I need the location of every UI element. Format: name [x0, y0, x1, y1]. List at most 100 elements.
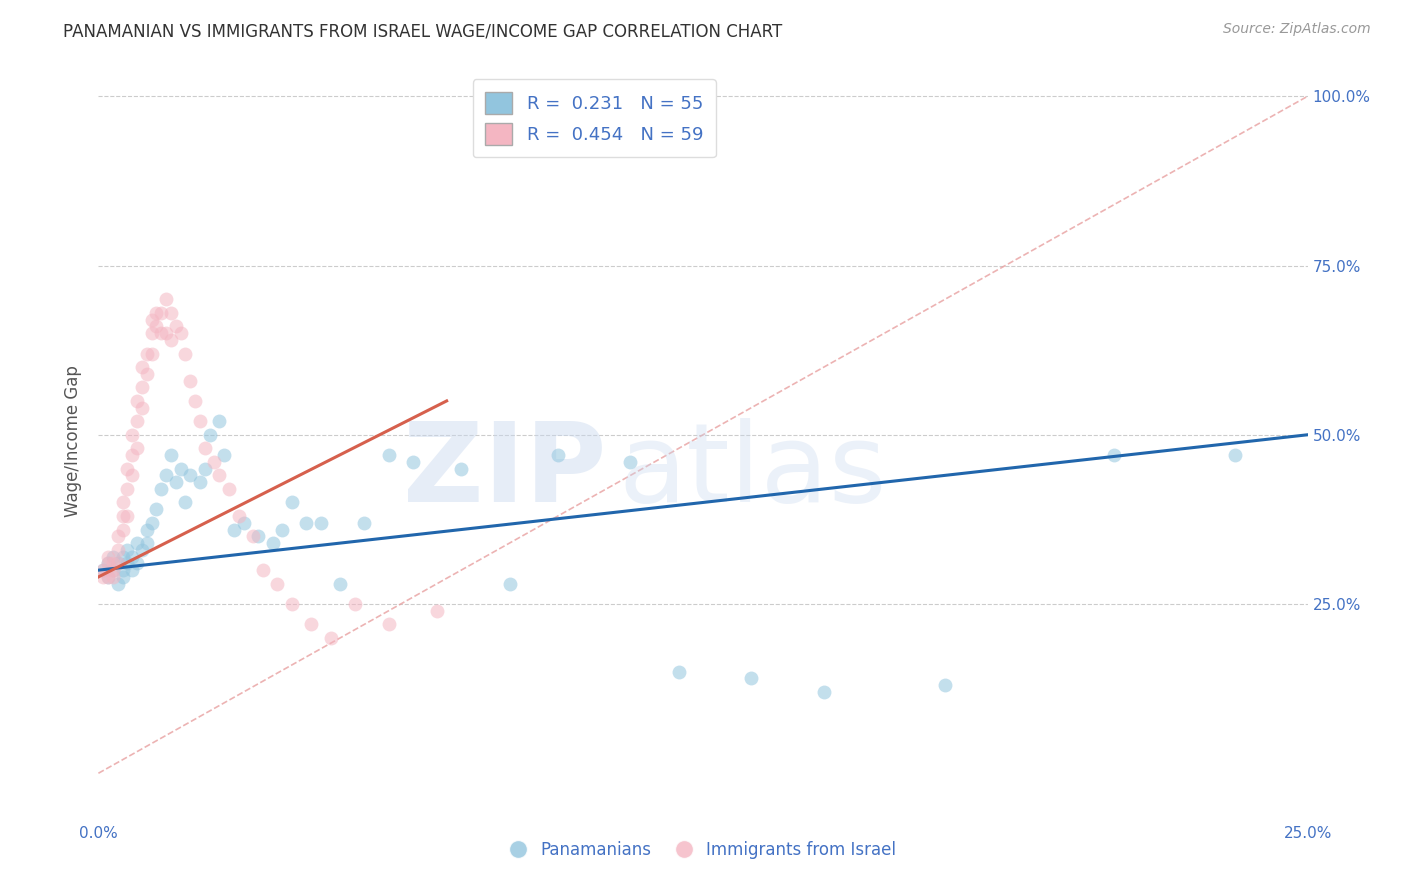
Point	[198, 427, 221, 442]
Point	[121, 563, 143, 577]
Text: PANAMANIAN VS IMMIGRANTS FROM ISRAEL WAGE/INCOME GAP CORRELATION CHART: PANAMANIAN VS IMMIGRANTS FROM ISRAEL WAG…	[63, 22, 783, 40]
Point	[101, 570, 124, 584]
Point	[91, 563, 114, 577]
Point	[174, 346, 197, 360]
Point	[97, 549, 120, 564]
Point	[208, 414, 231, 428]
Point	[127, 536, 149, 550]
Point	[194, 461, 217, 475]
Point	[194, 442, 217, 456]
Point	[179, 374, 201, 388]
Point	[101, 549, 124, 564]
Point	[97, 570, 120, 584]
Point	[101, 557, 124, 571]
Point	[127, 414, 149, 428]
Point	[160, 448, 183, 462]
Point	[150, 306, 173, 320]
Point	[97, 557, 120, 571]
Point	[121, 468, 143, 483]
Point	[155, 326, 177, 341]
Point	[150, 326, 173, 341]
Point	[145, 319, 167, 334]
Point	[127, 393, 149, 408]
Point	[329, 576, 352, 591]
Point	[160, 333, 183, 347]
Point	[266, 576, 288, 591]
Point	[117, 557, 139, 571]
Point	[111, 523, 134, 537]
Point	[91, 570, 114, 584]
Point	[131, 360, 153, 375]
Point	[813, 685, 835, 699]
Point	[135, 536, 157, 550]
Point	[107, 557, 129, 571]
Point	[141, 312, 163, 326]
Text: atlas: atlas	[619, 418, 887, 525]
Point	[179, 468, 201, 483]
Point	[1223, 448, 1246, 462]
Point	[111, 549, 134, 564]
Point	[111, 495, 134, 509]
Point	[117, 508, 139, 523]
Point	[97, 557, 120, 571]
Point	[212, 448, 235, 462]
Point	[208, 468, 231, 483]
Point	[184, 393, 207, 408]
Point	[111, 570, 134, 584]
Point	[169, 326, 191, 341]
Point	[165, 475, 187, 490]
Point	[111, 508, 134, 523]
Point	[232, 516, 254, 530]
Point	[97, 570, 120, 584]
Point	[281, 495, 304, 509]
Point	[934, 678, 956, 692]
Point	[155, 468, 177, 483]
Y-axis label: Wage/Income Gap: Wage/Income Gap	[65, 366, 83, 517]
Point	[145, 502, 167, 516]
Point	[188, 475, 211, 490]
Point	[135, 346, 157, 360]
Point	[91, 563, 114, 577]
Point	[218, 482, 240, 496]
Point	[222, 523, 245, 537]
Point	[117, 482, 139, 496]
Point	[117, 461, 139, 475]
Point	[247, 529, 270, 543]
Point	[127, 557, 149, 571]
Point	[252, 563, 274, 577]
Point	[740, 672, 762, 686]
Point	[498, 576, 520, 591]
Point	[141, 346, 163, 360]
Text: Source: ZipAtlas.com: Source: ZipAtlas.com	[1223, 22, 1371, 37]
Point	[107, 557, 129, 571]
Point	[169, 461, 191, 475]
Point	[150, 482, 173, 496]
Point	[319, 631, 342, 645]
Point	[117, 542, 139, 557]
Point	[165, 319, 187, 334]
Point	[131, 380, 153, 394]
Point	[135, 523, 157, 537]
Point	[131, 401, 153, 415]
Point	[141, 516, 163, 530]
Point	[299, 617, 322, 632]
Text: ZIP: ZIP	[404, 418, 606, 525]
Point	[426, 604, 449, 618]
Point	[127, 442, 149, 456]
Point	[121, 427, 143, 442]
Point	[107, 542, 129, 557]
Point	[204, 455, 226, 469]
Point	[450, 461, 472, 475]
Point	[262, 536, 284, 550]
Point	[309, 516, 332, 530]
Point	[353, 516, 375, 530]
Point	[121, 549, 143, 564]
Point	[101, 563, 124, 577]
Point	[111, 563, 134, 577]
Point	[155, 293, 177, 307]
Point	[174, 495, 197, 509]
Point	[1102, 448, 1125, 462]
Point	[377, 448, 399, 462]
Point	[121, 448, 143, 462]
Point	[131, 542, 153, 557]
